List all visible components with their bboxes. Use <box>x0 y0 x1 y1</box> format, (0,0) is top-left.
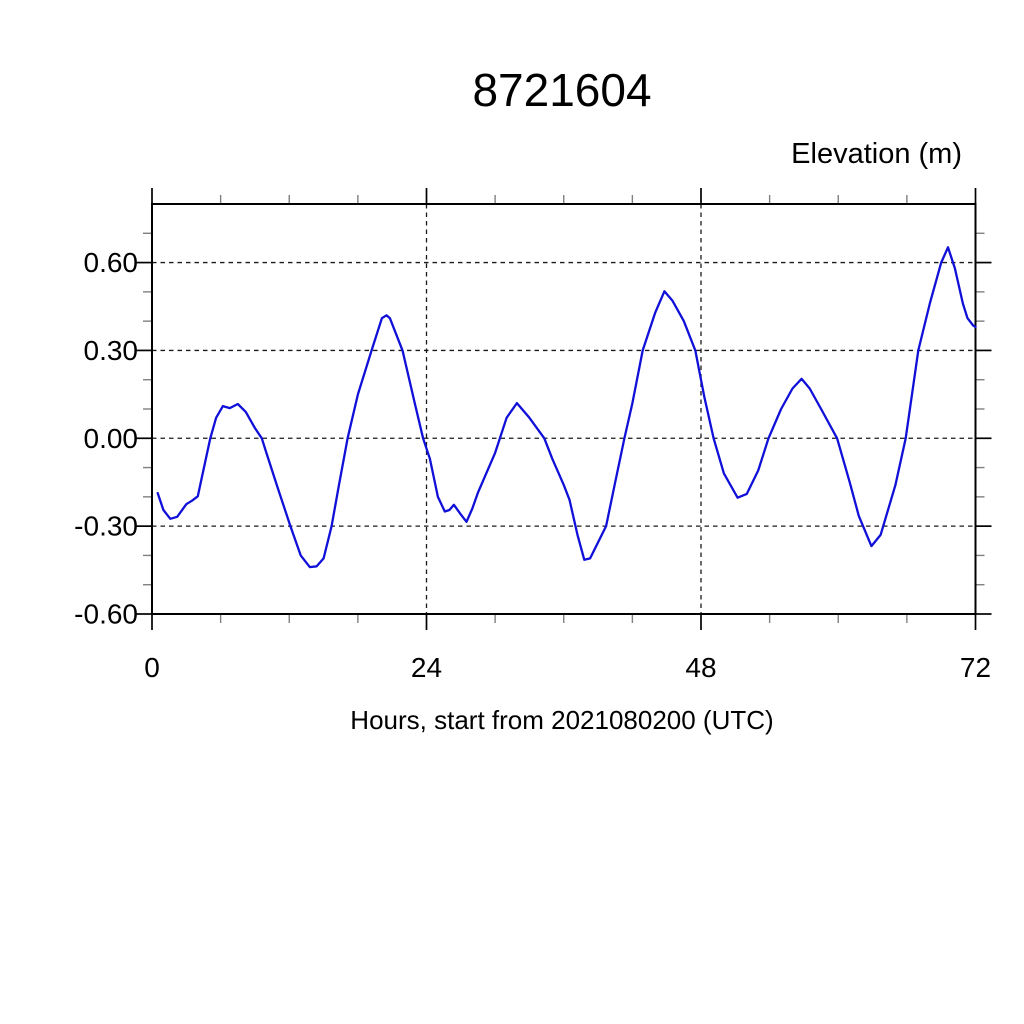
x-tick-label: 0 <box>144 652 160 683</box>
y-tick-label: 0.60 <box>84 247 139 278</box>
chart-title: 8721604 <box>472 64 651 116</box>
x-axis-label: Hours, start from 2021080200 (UTC) <box>350 705 773 735</box>
plot-frame <box>151 203 977 615</box>
tick-labels: 0 24 48 72 -0.60 -0.30 0.00 0.30 0.60 <box>74 247 991 683</box>
x-tick-label: 24 <box>411 652 442 683</box>
axis-ticks <box>136 188 992 630</box>
series-path <box>156 246 977 569</box>
y-tick-label: 0.00 <box>84 423 139 454</box>
elevation-line-series <box>156 246 977 569</box>
y-tick-label: -0.30 <box>74 511 138 542</box>
y-tick-label: 0.30 <box>84 335 139 366</box>
gridlines <box>152 204 976 615</box>
x-tick-label: 48 <box>685 652 716 683</box>
y-tick-label: -0.60 <box>74 599 138 630</box>
frame-rect <box>151 203 977 615</box>
y-axis-unit-label: Elevation (m) <box>791 138 962 170</box>
x-tick-label: 72 <box>960 652 991 683</box>
